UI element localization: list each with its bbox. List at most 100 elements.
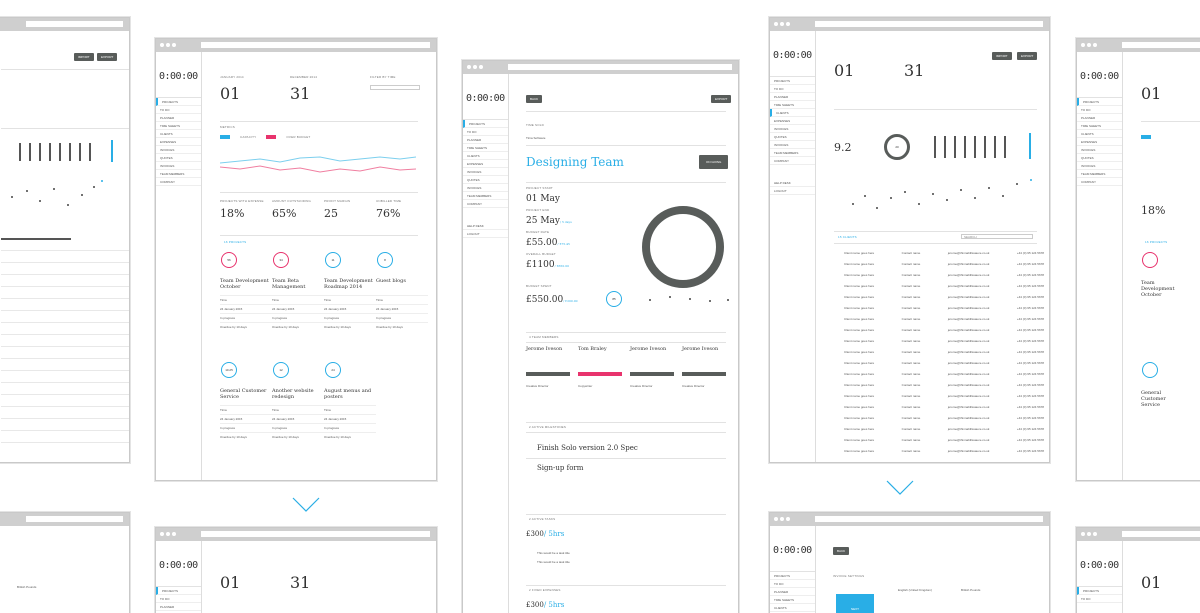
fixed-label[interactable]: 2 FIXED EXPENSES xyxy=(529,588,561,592)
status-button[interactable]: ON GOING xyxy=(699,155,729,169)
member-card[interactable]: Tom Braley Copywriter xyxy=(578,346,630,388)
sidebar-item-todo[interactable]: TO DO xyxy=(770,85,815,93)
table-row[interactable]: Client name goes here Contact name jerome@… xyxy=(844,273,1044,277)
table-row[interactable]: Client name goes here Contact name jerome@… xyxy=(844,350,1044,354)
table-row[interactable]: Client name goes here Contact name jerome@… xyxy=(844,438,1044,442)
sidebar-item-company[interactable]: COMPANY xyxy=(770,157,815,165)
project-card[interactable]: 10.25 General Customer Service Tirna 24 … xyxy=(220,362,272,439)
tasks-label[interactable]: 2 ACTIVE TASKS xyxy=(529,517,556,521)
sidebar-item-timesheets[interactable]: TIME SHEETS xyxy=(1077,122,1122,130)
sidebar-item-planner[interactable]: PLANNER xyxy=(770,588,815,596)
day-to[interactable]: 31 xyxy=(290,573,311,592)
table-row[interactable]: Client name goes here Contact name jerome@… xyxy=(844,394,1044,398)
sidebar-item-logout[interactable]: LOGOUT xyxy=(463,230,508,238)
export-button[interactable]: EXPORT xyxy=(1017,52,1038,60)
clients-count[interactable]: 15 CLIENTS xyxy=(838,235,857,239)
sidebar-item-timesheets[interactable]: TIME SHEETS xyxy=(156,122,201,130)
sidebar-item-clients[interactable]: CLIENTS xyxy=(1077,130,1122,138)
day-from[interactable]: 01 xyxy=(1141,573,1162,592)
sidebar-item-team[interactable]: TEAM MEMBERS xyxy=(770,149,815,157)
sidebar-item-projects[interactable]: PROJECTS xyxy=(463,120,508,128)
export-button[interactable]: EXPORT xyxy=(711,95,732,103)
sidebar-item-planner[interactable]: PLANNER xyxy=(1077,114,1122,122)
timer-display[interactable]: 0:00:00 xyxy=(1077,541,1122,587)
sidebar-item-todo[interactable]: TO DO xyxy=(156,595,201,603)
sidebar-item-clients[interactable]: CLIENTS xyxy=(770,604,815,612)
sidebar-item-invoices-2[interactable]: INVOICES xyxy=(770,141,815,149)
sidebar-item-todo[interactable]: TO DO xyxy=(1077,106,1122,114)
invoice-language[interactable]: English (United Kingdom) xyxy=(898,588,933,592)
table-row[interactable]: Client name goes here Contact name jerome@… xyxy=(844,405,1044,409)
sidebar-item-invoices-2[interactable]: INVOICES xyxy=(463,184,508,192)
project-card[interactable]: 11 Team Development Roadmap 2014 Tirna 2… xyxy=(324,252,376,329)
table-row[interactable]: Client name goes here Contact name jerome@… xyxy=(844,339,1044,343)
sidebar-item-todo[interactable]: TO DO xyxy=(1077,595,1122,603)
projects-count[interactable]: 16 PROJECTS xyxy=(1145,240,1168,244)
sidebar-item-invoices[interactable]: INVOICES xyxy=(770,125,815,133)
project-card[interactable]: 12 Another website redesign Tirna 24 Jan… xyxy=(272,362,324,439)
table-row[interactable]: Client name goes here Contact name jerome@… xyxy=(844,317,1044,321)
sidebar-item-company[interactable]: COMPANY xyxy=(463,200,508,208)
task-item[interactable]: This would be a task title xyxy=(537,560,570,564)
sidebar-item-team[interactable]: TEAM MEMBERS xyxy=(463,192,508,200)
sidebar-item-logout[interactable]: LOGOUT xyxy=(770,187,815,195)
sidebar-item-invoices[interactable]: INVOICES xyxy=(1077,146,1122,154)
sidebar-item-projects[interactable]: PROJECTS xyxy=(156,587,201,595)
sidebar-item-quotes[interactable]: QUOTES xyxy=(156,154,201,162)
sidebar-item-quotes[interactable]: QUOTES xyxy=(463,176,508,184)
table-row[interactable]: Client name goes here Contact name jerome@… xyxy=(844,262,1044,266)
search-input[interactable]: SEARCH xyxy=(961,234,1033,239)
projects-count[interactable]: 16 PROJECTS xyxy=(224,240,247,244)
sidebar-item-projects[interactable]: PROJECTS xyxy=(1077,98,1122,106)
timer-display[interactable]: 0:00:00 xyxy=(156,52,201,98)
sidebar-item-timesheets[interactable]: TIME SHEETS xyxy=(770,101,815,109)
timer-display[interactable]: 0:00:00 xyxy=(463,74,508,120)
sidebar-item-invoices-2[interactable]: INVOICES xyxy=(156,162,201,170)
import-button[interactable]: IMPORT xyxy=(74,53,94,61)
table-row[interactable]: Client name goes here Contact name jerome@… xyxy=(844,416,1044,420)
project-card[interactable]: 24 August menus and posters Tirna 24 Jan… xyxy=(324,362,376,439)
table-row[interactable]: Client name goes here Contact name jerome@… xyxy=(844,449,1044,453)
day-from[interactable]: 01 xyxy=(834,61,855,80)
sidebar-item-quotes[interactable]: QUOTES xyxy=(770,133,815,141)
timer-display[interactable]: 0:00:00 xyxy=(1077,52,1122,98)
sidebar-item-expenses[interactable]: EXPENSES xyxy=(463,160,508,168)
sidebar-item-invoices[interactable]: INVOICES xyxy=(463,168,508,176)
sidebar-item-projects[interactable]: PROJECTS xyxy=(156,98,201,106)
member-card[interactable]: Jerome Iveson Creative Director xyxy=(526,346,578,388)
sidebar-item-company[interactable]: COMPANY xyxy=(156,178,201,186)
sidebar-item-expenses[interactable]: EXPENSES xyxy=(1077,138,1122,146)
sidebar-item-todo[interactable]: TO DO xyxy=(770,580,815,588)
sidebar-item-invoices-2[interactable]: INVOICES xyxy=(1077,162,1122,170)
sidebar-item-clients[interactable]: CLIENTS xyxy=(463,152,508,160)
sidebar-item-helpdesk[interactable]: HELP DESK xyxy=(770,179,815,187)
invoice-next-button[interactable]: NEXT xyxy=(836,594,874,613)
day-from[interactable]: 01 xyxy=(220,84,241,103)
back-button[interactable]: BACK xyxy=(526,95,543,103)
day-from[interactable]: 01 xyxy=(220,573,241,592)
project-card[interactable]: 56 Team Development October Tirna 24 Jan… xyxy=(220,252,272,329)
sidebar-item-expenses[interactable]: EXPENSES xyxy=(770,117,815,125)
day-to[interactable]: 31 xyxy=(904,61,925,80)
filter-select[interactable] xyxy=(370,85,420,90)
sidebar-item-projects[interactable]: PROJECTS xyxy=(770,572,815,580)
back-button[interactable]: BACK xyxy=(833,547,850,555)
table-row[interactable]: Client name goes here Contact name jerome@… xyxy=(844,284,1044,288)
sidebar-item-team[interactable]: TEAM MEMBERS xyxy=(156,170,201,178)
table-row[interactable]: Client name goes here Contact name jerome@… xyxy=(844,427,1044,431)
sidebar-item-planner[interactable]: PLANNER xyxy=(770,93,815,101)
sidebar-item-todo[interactable]: TO DO xyxy=(463,128,508,136)
timer-display[interactable]: 0:00:00 xyxy=(156,541,201,587)
day-to[interactable]: 31 xyxy=(290,84,311,103)
sidebar-item-projects[interactable]: PROJECTS xyxy=(770,77,815,85)
milestones-label[interactable]: 2 ACTIVE MILESTONES xyxy=(529,425,567,429)
table-row[interactable]: Client name goes here Contact name jerome@… xyxy=(844,383,1044,387)
project-card[interactable]: 34 Team Beta Management Tirna 24 January… xyxy=(272,252,324,329)
sidebar-item-timesheets[interactable]: TIME SHEETS xyxy=(770,596,815,604)
sidebar-item-planner[interactable]: PLANNER xyxy=(156,603,201,611)
project-card[interactable]: 8 Guest blogs Tirna 24 January 2015 In p… xyxy=(376,252,428,329)
milestone-item[interactable]: Finish Solo version 2.0 Spec xyxy=(537,444,638,452)
members-label[interactable]: 4 TEAM MEMBERS xyxy=(529,335,559,339)
member-card[interactable]: Jerome Iveson Creative Director xyxy=(630,346,682,388)
sidebar-item-company[interactable]: COMPANY xyxy=(1077,178,1122,186)
